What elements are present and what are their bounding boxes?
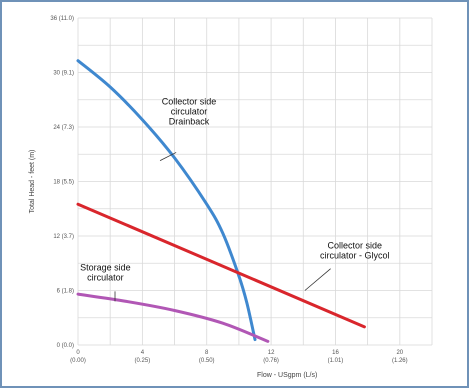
x-tick-label: 8 bbox=[205, 350, 209, 356]
x-tick-sublabel: (0.76) bbox=[263, 358, 279, 364]
y-axis-ticks: 0 (0.0) 6 (1.8) 12 (3.7) 18 (5.5) 24 (7.3) 30… bbox=[50, 16, 74, 349]
series-line-drainback-curve bbox=[76, 59, 257, 342]
annotation-leader-line bbox=[159, 152, 177, 161]
y-tick-label: 36 (11.0) bbox=[50, 16, 74, 22]
annotation-leader-line bbox=[304, 268, 331, 291]
annotation-label: Collector side circulator - Glycol bbox=[320, 241, 390, 261]
x-tick-sublabel: (1.01) bbox=[328, 358, 344, 364]
y-axis-title: Total Head - feet (m) bbox=[29, 150, 36, 214]
annotation-label: Collector side circulator Drainback bbox=[162, 96, 217, 126]
y-tick-label: 18 (5.5) bbox=[53, 180, 74, 186]
grid bbox=[77, 17, 433, 346]
x-tick-label: 0 bbox=[76, 350, 80, 356]
y-tick-label: 30 (9.1) bbox=[53, 71, 74, 77]
y-tick-label: 24 (7.3) bbox=[53, 125, 74, 131]
x-tick-label: 16 bbox=[332, 350, 339, 356]
x-tick-sublabel: (0.00) bbox=[70, 358, 86, 364]
x-tick-label: 12 bbox=[268, 350, 275, 356]
y-tick-label: 6 (1.8) bbox=[57, 289, 74, 295]
annotation-label: Storage side circulator bbox=[80, 263, 131, 283]
y-tick-label: 0 (0.0) bbox=[57, 343, 74, 349]
x-axis-ticks: 0 (0.00) 4 (0.25) 8 (0.50) 12 (0.76) 16 (1.01) 20 (… bbox=[70, 350, 408, 364]
series-group bbox=[76, 59, 366, 343]
x-tick-sublabel: (0.50) bbox=[199, 358, 215, 364]
x-tick-label: 20 bbox=[396, 350, 403, 356]
x-tick-label: 4 bbox=[141, 350, 145, 356]
series-line-glycol-curve bbox=[76, 202, 366, 329]
x-axis-title: Flow - USgpm (L/s) bbox=[257, 372, 317, 379]
x-tick-sublabel: (0.25) bbox=[135, 358, 151, 364]
annotations: Collector side circulator Drainback Collect… bbox=[80, 96, 390, 302]
series-line-storage-curve bbox=[76, 292, 270, 343]
y-tick-label: 12 (3.7) bbox=[53, 234, 74, 240]
x-tick-sublabel: (1.26) bbox=[392, 358, 408, 364]
